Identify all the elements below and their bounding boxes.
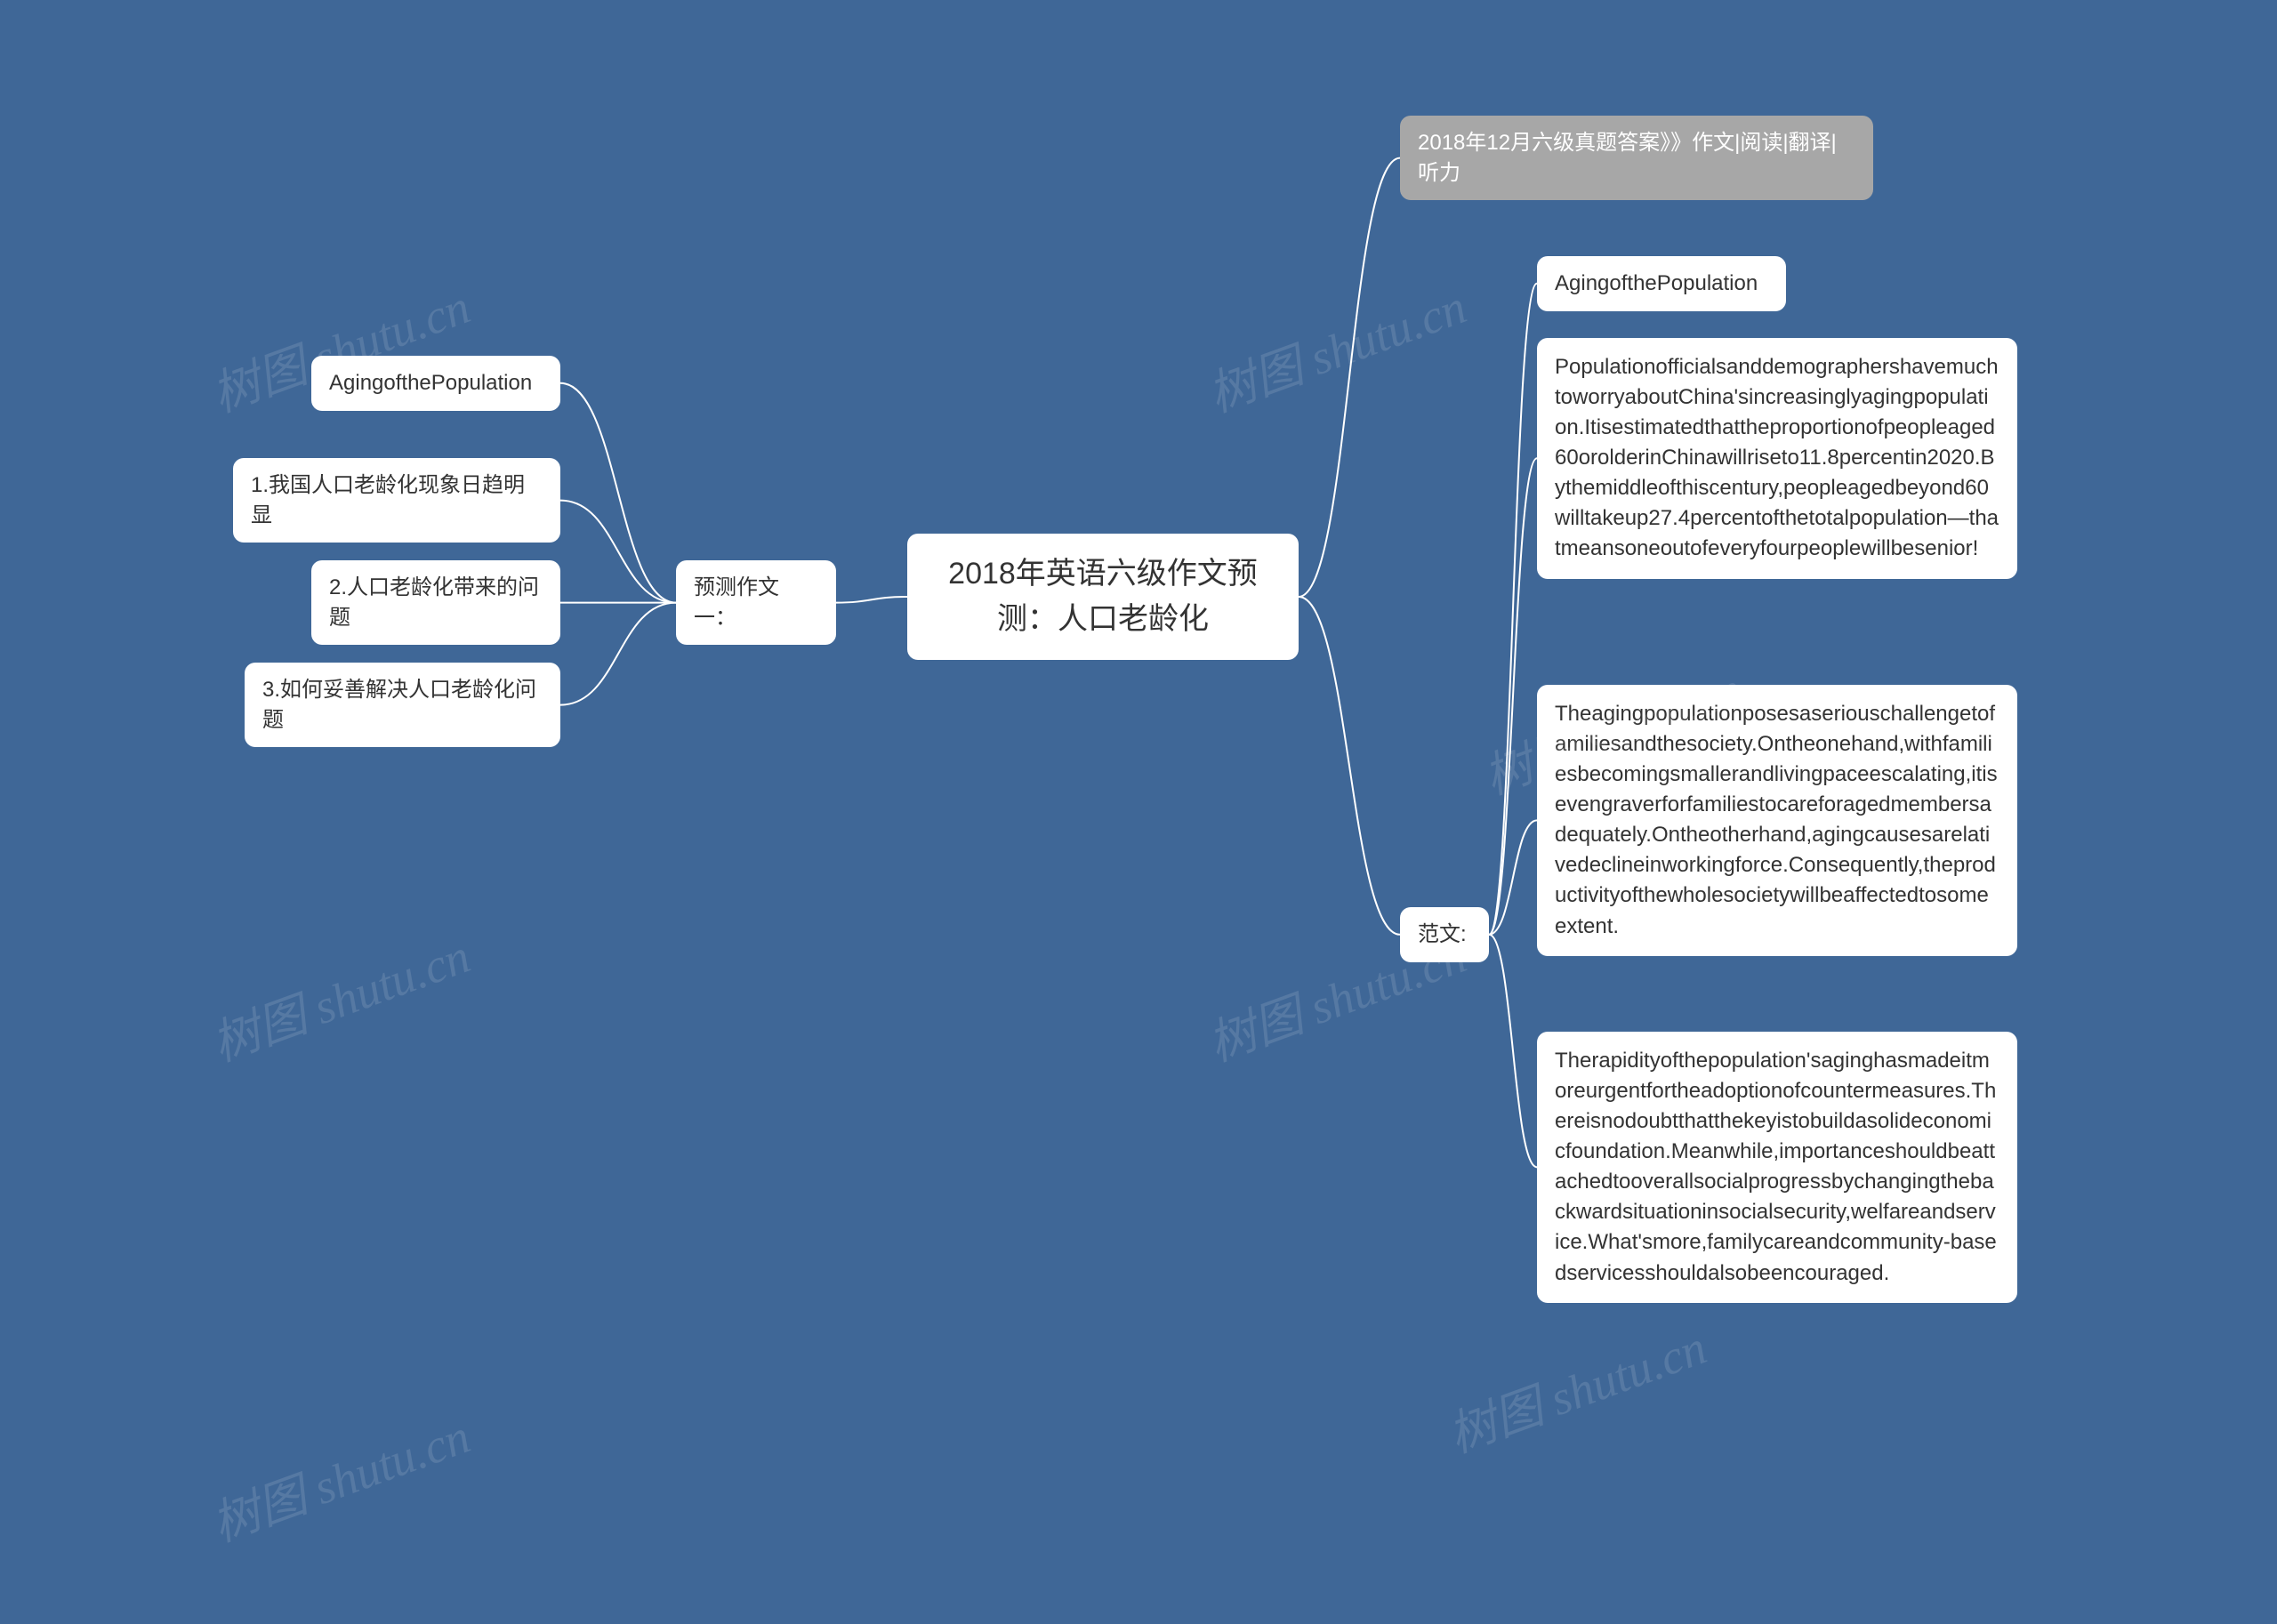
node-fanwen-para2: Theagingpopulationposesaseriouschallenge…	[1537, 685, 2017, 956]
watermark: 树图 shutu.cn	[1197, 268, 1475, 426]
watermark: 树图 shutu.cn	[201, 917, 479, 1075]
node-2018-answers: 2018年12月六级真题答案》》作文|阅读|翻译|听力	[1400, 116, 1873, 200]
node-fanwen-title: AgingofthePopulation	[1537, 256, 1786, 311]
node-left-point-2: 2.人口老龄化带来的问题	[311, 560, 560, 645]
node-left-point-1: 1.我国人口老龄化现象日趋明显	[233, 458, 560, 543]
mindmap-root: 2018年英语六级作文预测：人口老龄化	[907, 534, 1299, 660]
node-fanwen-para3: Therapidityofthepopulation'saginghasmade…	[1537, 1032, 2017, 1303]
node-left-aging-title: AgingofthePopulation	[311, 356, 560, 411]
watermark: 树图 shutu.cn	[1437, 1308, 1715, 1467]
watermark: 树图 shutu.cn	[201, 1397, 479, 1556]
node-left-point-3: 3.如何妥善解决人口老龄化问题	[245, 663, 560, 747]
node-fanwen-para1: Populationofficialsanddemographershavemu…	[1537, 338, 2017, 579]
node-sample-essay: 范文:	[1400, 907, 1489, 962]
node-prediction-essay-1: 预测作文一：	[676, 560, 836, 645]
